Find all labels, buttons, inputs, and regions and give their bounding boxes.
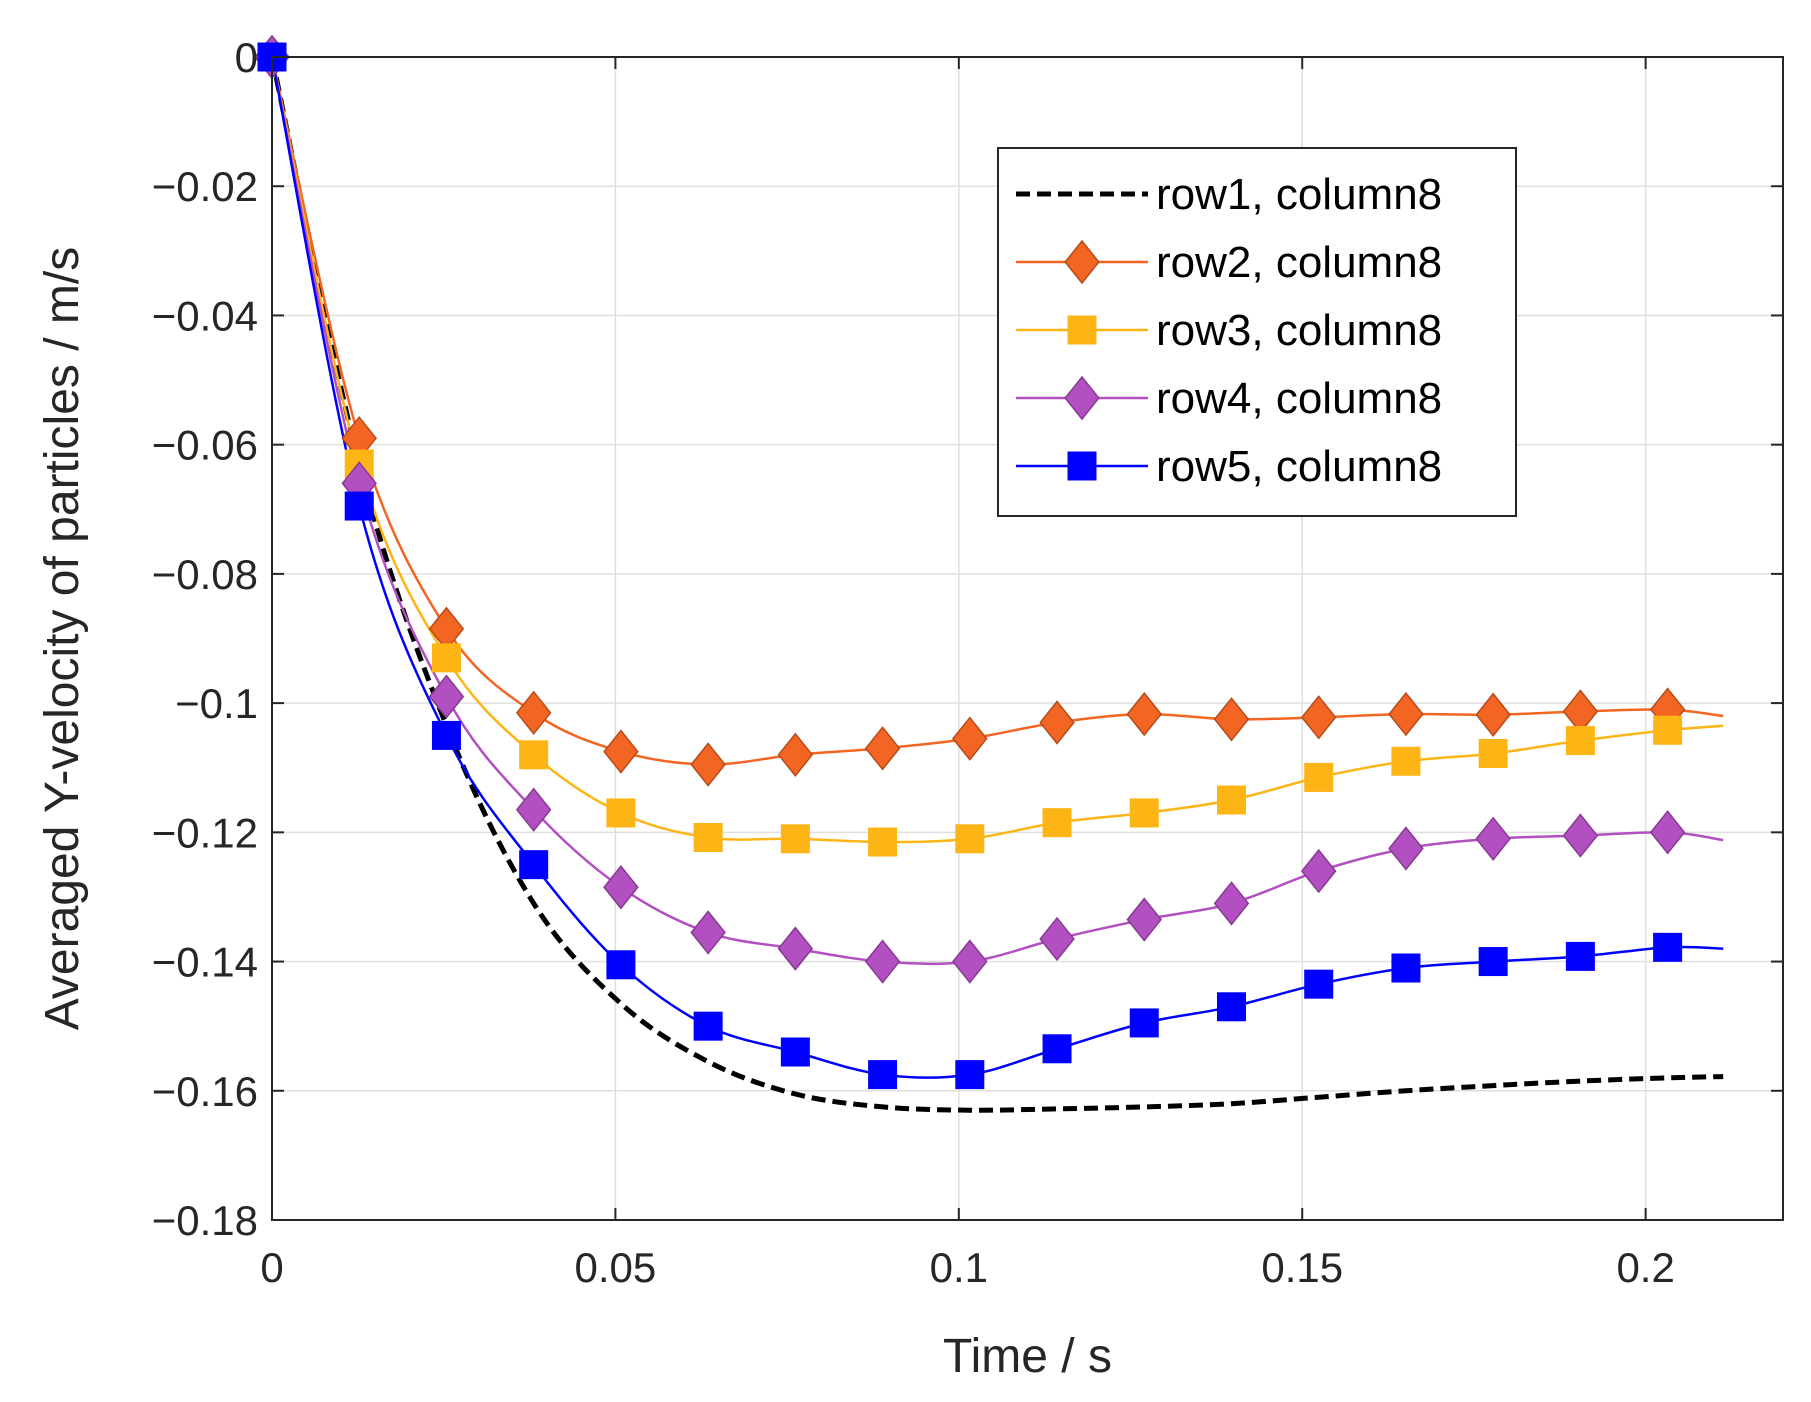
data-point (952, 939, 988, 984)
data-point (1129, 798, 1159, 828)
data-point (1475, 692, 1511, 737)
y-axis-title: Averaged Y-velocity of particles / m/s (36, 247, 89, 1031)
data-point (519, 850, 549, 880)
data-point (1562, 813, 1599, 858)
series-line-row3 (270, 56, 1724, 844)
data-point (693, 823, 723, 853)
data-point (777, 732, 814, 778)
data-point (515, 787, 552, 832)
y-tick-label: 0 (235, 34, 258, 81)
legend-swatch-marker (1064, 375, 1100, 421)
data-point (1039, 916, 1075, 962)
x-tick-label: 0.15 (1261, 1244, 1343, 1291)
y-tick-label: −0.16 (152, 1068, 258, 1115)
data-point (1213, 881, 1250, 926)
y-tick-label: −0.12 (152, 809, 258, 856)
data-point (868, 827, 898, 857)
data-point (431, 720, 461, 750)
data-point (344, 491, 374, 521)
legend-item: row3, column8 (1016, 306, 1442, 355)
data-point (1216, 992, 1246, 1022)
data-point (952, 716, 988, 761)
y-tick-label: −0.04 (152, 292, 258, 339)
x-axis-title: Time / s (943, 1330, 1112, 1383)
x-tick-label: 0.05 (575, 1244, 657, 1291)
data-point (1213, 697, 1250, 742)
data-point (1042, 1034, 1072, 1064)
data-point (431, 643, 461, 673)
legend-item: row1, column8 (1016, 170, 1442, 219)
data-point (1649, 810, 1686, 855)
data-point (1388, 826, 1424, 871)
data-point (1478, 947, 1508, 977)
data-point (1300, 695, 1337, 740)
data-point (777, 926, 814, 971)
data-point (1039, 700, 1075, 745)
series-points-row5 (257, 42, 1683, 1090)
data-point (1653, 932, 1683, 962)
legend-item: row2, column8 (1016, 238, 1442, 287)
legend-item: row5, column8 (1016, 442, 1442, 491)
series-line-row5 (270, 56, 1724, 1079)
data-point (1565, 726, 1595, 756)
data-point (1388, 691, 1424, 737)
data-point (955, 1060, 985, 1090)
data-point (780, 1037, 810, 1067)
legend-swatch-marker (1064, 239, 1100, 285)
legend: row1, column8 row2, column8 row3, column8 r… (997, 147, 1517, 517)
data-point (864, 726, 901, 771)
data-point (1478, 739, 1508, 769)
data-point (1565, 941, 1595, 971)
data-point (1391, 953, 1421, 983)
data-point (603, 865, 639, 910)
y-tick-label: −0.06 (152, 422, 258, 469)
legend-label: row4, column8 (1156, 374, 1442, 423)
y-tick-label: −0.08 (152, 551, 258, 598)
y-tick-label: −0.02 (152, 163, 258, 210)
legend-swatch-marker (1067, 315, 1097, 345)
plot-frame (271, 56, 1784, 1221)
data-point (1304, 762, 1334, 792)
x-axis-ticks: 0 0.05 0.1 0.15 0.2 (260, 57, 1675, 1291)
data-point (864, 939, 901, 984)
y-tick-label: −0.18 (152, 1197, 258, 1244)
data-point (428, 674, 465, 719)
series-line-row1 (269, 56, 1724, 1113)
data-point (515, 690, 552, 736)
data-point (1653, 715, 1683, 745)
series-line-row4 (270, 56, 1724, 966)
data-point (1042, 808, 1072, 838)
data-point (1304, 969, 1334, 999)
data-point (603, 729, 639, 774)
data-point (1391, 746, 1421, 776)
legend-label: row1, column8 (1156, 170, 1442, 219)
data-point (519, 740, 549, 770)
y-tick-label: −0.1 (175, 680, 258, 727)
data-point (1126, 691, 1163, 737)
data-point (1129, 1008, 1159, 1038)
legend-item: row4, column8 (1016, 374, 1442, 423)
data-point (1300, 848, 1337, 894)
legend-swatch-marker (1067, 451, 1097, 481)
x-tick-label: 0 (260, 1244, 283, 1291)
legend-label: row5, column8 (1156, 442, 1442, 491)
data-point (868, 1060, 898, 1090)
data-point (606, 950, 636, 980)
data-point (690, 910, 726, 955)
data-point (606, 798, 636, 828)
legend-label: row3, column8 (1156, 306, 1442, 355)
data-point (690, 742, 726, 787)
y-axis-ticks: 0 −0.02 −0.04 −0.06 −0.08 −0.1 −0.12 −0.14 −0.16… (152, 34, 1783, 1244)
data-point (1475, 816, 1511, 861)
y-tick-label: −0.14 (152, 939, 258, 986)
data-point (780, 824, 810, 854)
data-point (1216, 785, 1246, 815)
data-point (955, 824, 985, 854)
legend-label: row2, column8 (1156, 238, 1442, 287)
x-tick-label: 0.1 (930, 1244, 988, 1291)
data-point (1126, 897, 1163, 942)
data-point (693, 1011, 723, 1041)
x-tick-label: 0.2 (1616, 1244, 1674, 1291)
